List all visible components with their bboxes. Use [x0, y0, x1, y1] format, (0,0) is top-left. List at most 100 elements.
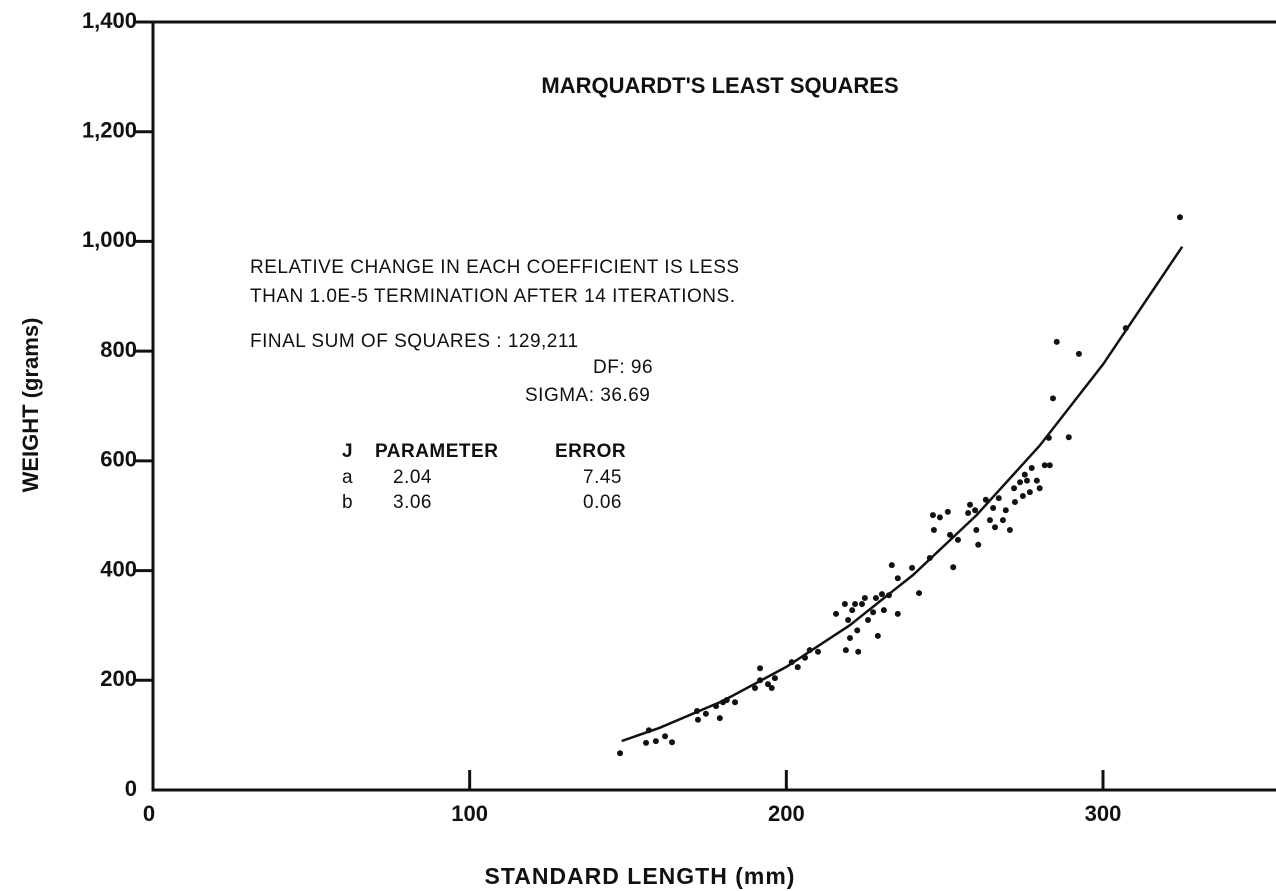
y-tick-label: 1,200 [82, 118, 137, 143]
data-point [872, 595, 879, 601]
data-point [1176, 214, 1183, 221]
x-tick-label: 100 [451, 801, 488, 826]
data-point [845, 616, 852, 623]
y-tick-label: 1,400 [82, 8, 137, 33]
data-point [702, 710, 709, 717]
data-point [855, 648, 862, 655]
y-tick-label: 600 [100, 447, 137, 472]
data-point [1024, 477, 1030, 484]
data-point [1053, 338, 1060, 345]
data-point [1041, 462, 1048, 469]
data-point [669, 739, 676, 746]
data-point [1002, 507, 1009, 514]
data-point [916, 590, 923, 597]
data-point [833, 610, 840, 617]
data-point [854, 627, 861, 634]
data-point [694, 716, 701, 723]
table-cell: 7.45 [583, 467, 622, 488]
y-axis-label: WEIGHT (grams) [18, 318, 43, 493]
data-point [947, 531, 954, 538]
table-cell: 2.04 [393, 467, 432, 488]
table-cell: a [342, 467, 353, 488]
data-point [1017, 479, 1024, 486]
y-tick-label: 800 [100, 337, 137, 362]
data-point [1036, 485, 1043, 492]
data-point [846, 635, 853, 642]
data-point [936, 514, 943, 521]
data-point [1021, 471, 1028, 478]
data-point [972, 507, 979, 514]
x-tick-label: 300 [1085, 801, 1122, 826]
annotation: FINAL SUM OF SQUARES : 129,211 [250, 331, 579, 352]
table-cell: 0.06 [583, 492, 622, 513]
data-point [794, 664, 801, 671]
data-point [982, 496, 989, 503]
data-point [1033, 477, 1040, 484]
data-point [965, 509, 972, 516]
table-cell: 3.06 [393, 492, 432, 513]
data-point [1011, 485, 1018, 492]
data-point [771, 675, 778, 682]
data-point [652, 738, 659, 745]
data-point [992, 524, 999, 531]
data-point [973, 526, 980, 533]
data-point [842, 647, 849, 654]
data-point [986, 517, 993, 524]
annotation: RELATIVE CHANGE IN EACH COEFFICIENT IS L… [250, 257, 740, 278]
annotation: DF: 96 [593, 357, 653, 378]
data-point [870, 609, 877, 616]
y-tick-label: 1,000 [82, 227, 137, 252]
x-axis-label: STANDARD LENGTH (mm) [485, 863, 796, 889]
table-header: PARAMETER [375, 441, 498, 462]
data-point [1026, 489, 1033, 496]
data-point [909, 564, 916, 571]
x-tick-label: 200 [768, 801, 805, 826]
data-point [1075, 350, 1082, 357]
data-point [944, 508, 951, 515]
data-point [975, 541, 982, 548]
fitted-curve [621, 246, 1184, 743]
data-point [888, 562, 895, 569]
data-point [1019, 492, 1026, 499]
data-point [849, 607, 856, 614]
data-point [865, 616, 872, 623]
data-point [757, 665, 764, 672]
data-point [861, 595, 868, 601]
data-point [859, 601, 866, 608]
data-point [995, 495, 1002, 502]
annotation: THAN 1.0E-5 TERMINATION AFTER 14 ITERATI… [250, 286, 735, 307]
data-point [1011, 499, 1018, 505]
data-point [815, 648, 821, 655]
data-point [999, 517, 1006, 524]
x-tick-label: 0 [143, 801, 155, 826]
data-point [990, 505, 997, 512]
table-header: ERROR [555, 441, 626, 462]
plot-frame [151, 20, 1276, 792]
data-point [852, 601, 859, 608]
data-point [662, 733, 669, 740]
table-header: J [342, 441, 353, 462]
data-point [950, 564, 957, 571]
data-point [751, 684, 758, 691]
data-point [617, 750, 624, 757]
data-point [1006, 526, 1013, 533]
data-point [768, 684, 775, 691]
data-point [954, 536, 961, 543]
data-point [874, 632, 881, 639]
data-point [894, 610, 901, 617]
data-point [1065, 434, 1072, 441]
data-point [880, 607, 887, 614]
data-point [878, 591, 885, 598]
data-point [1049, 395, 1056, 402]
data-point [929, 512, 936, 519]
annotation: SIGMA: 36.69 [525, 385, 650, 406]
y-tick-label: 400 [100, 556, 137, 581]
y-tick-label: 200 [100, 666, 137, 691]
data-point [716, 715, 723, 722]
data-point [1028, 464, 1035, 471]
data-point [643, 739, 650, 746]
data-point [894, 575, 901, 582]
table-cell: b [342, 492, 353, 513]
data-point [764, 681, 771, 688]
